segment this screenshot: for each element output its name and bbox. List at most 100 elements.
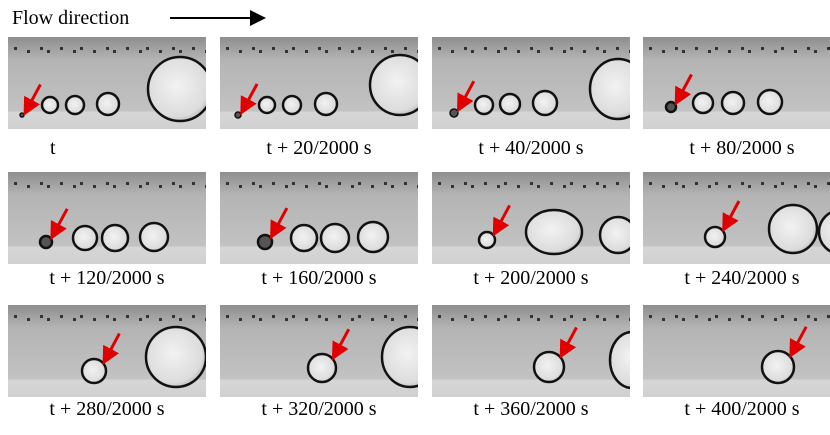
header-label: Flow direction [12,7,129,29]
marker-dot [471,185,474,188]
marker-dot [126,315,129,318]
marker-dot [93,50,96,53]
marker-dot [139,318,142,321]
panel-bg [8,172,206,264]
panel [432,305,654,397]
marker-dot [252,315,255,318]
marker-dot [616,315,619,318]
marker-dot [774,50,777,53]
marker-dot [484,182,487,185]
marker-dot [649,47,652,50]
bubble [526,210,582,254]
marker-dot [708,50,711,53]
marker-dot [285,50,288,53]
panel-bg [643,37,830,129]
marker-dot [391,318,394,321]
marker-dot [603,318,606,321]
marker-dot [662,50,665,53]
marker-dot [438,315,441,318]
marker-dot [794,318,797,321]
panel-caption: t + 360/2000 s [473,398,588,420]
marker-dot [305,50,308,53]
marker-dot [748,318,751,321]
panel [220,172,420,264]
marker-dot [438,182,441,185]
marker-dot [530,182,533,185]
marker-dot [629,185,632,188]
bubble [533,91,557,115]
marker-dot [563,185,566,188]
marker-dot [451,318,454,321]
marker-dot [384,182,387,185]
marker-dot [629,318,632,321]
marker-dot [73,50,76,53]
panel-image [8,37,212,129]
marker-dot [682,185,685,188]
marker-dot [226,47,229,50]
marker-dot [814,50,817,53]
marker-dot [239,318,242,321]
marker-dot [807,315,810,318]
panel [643,37,830,129]
marker-dot [695,47,698,50]
marker-dot [226,182,229,185]
marker-dot [179,185,182,188]
marker-dot [417,50,420,53]
marker-dot [807,47,810,50]
marker-dot [537,318,540,321]
panel-caption: t [50,137,56,159]
marker-dot [126,47,129,50]
bubble [258,235,272,249]
marker-dot [272,315,275,318]
marker-dot [338,182,341,185]
marker-dot [192,315,195,318]
marker-dot [172,315,175,318]
marker-dot [338,47,341,50]
marker-dot [404,182,407,185]
bubble [20,113,24,117]
marker-dot [285,318,288,321]
marker-dot [537,185,540,188]
marker-dot [484,315,487,318]
marker-dot [741,315,744,318]
marker-dot [318,47,321,50]
marker-dot [252,47,255,50]
marker-dot [748,185,751,188]
marker-dot [172,47,175,50]
bubble [97,93,119,115]
marker-dot [715,47,718,50]
marker-dot [794,50,797,53]
marker-dot [570,182,573,185]
marker-dot [80,47,83,50]
marker-dot [259,318,262,321]
marker-dot [47,318,50,321]
marker-dot [113,185,116,188]
panel-image [432,37,646,129]
marker-dot [40,315,43,318]
bubble [140,223,168,251]
marker-dot [708,318,711,321]
marker-dot [629,50,632,53]
marker-dot [504,315,507,318]
marker-dot [814,318,817,321]
marker-dot [781,182,784,185]
panel-image [8,172,208,264]
marker-dot [464,315,467,318]
marker-dot [351,185,354,188]
bubble [769,205,817,253]
marker-dot [517,318,520,321]
bubble [291,225,317,251]
panel [432,37,646,129]
marker-dot [305,185,308,188]
marker-dot [550,315,553,318]
marker-dot [682,50,685,53]
bubble [40,236,52,248]
marker-dot [497,318,500,321]
bubble [600,217,636,253]
marker-dot [305,318,308,321]
bubble [370,55,430,115]
marker-dot [226,315,229,318]
panel-caption: t + 240/2000 s [684,267,799,289]
panel [8,37,212,129]
panel-image [643,172,830,264]
